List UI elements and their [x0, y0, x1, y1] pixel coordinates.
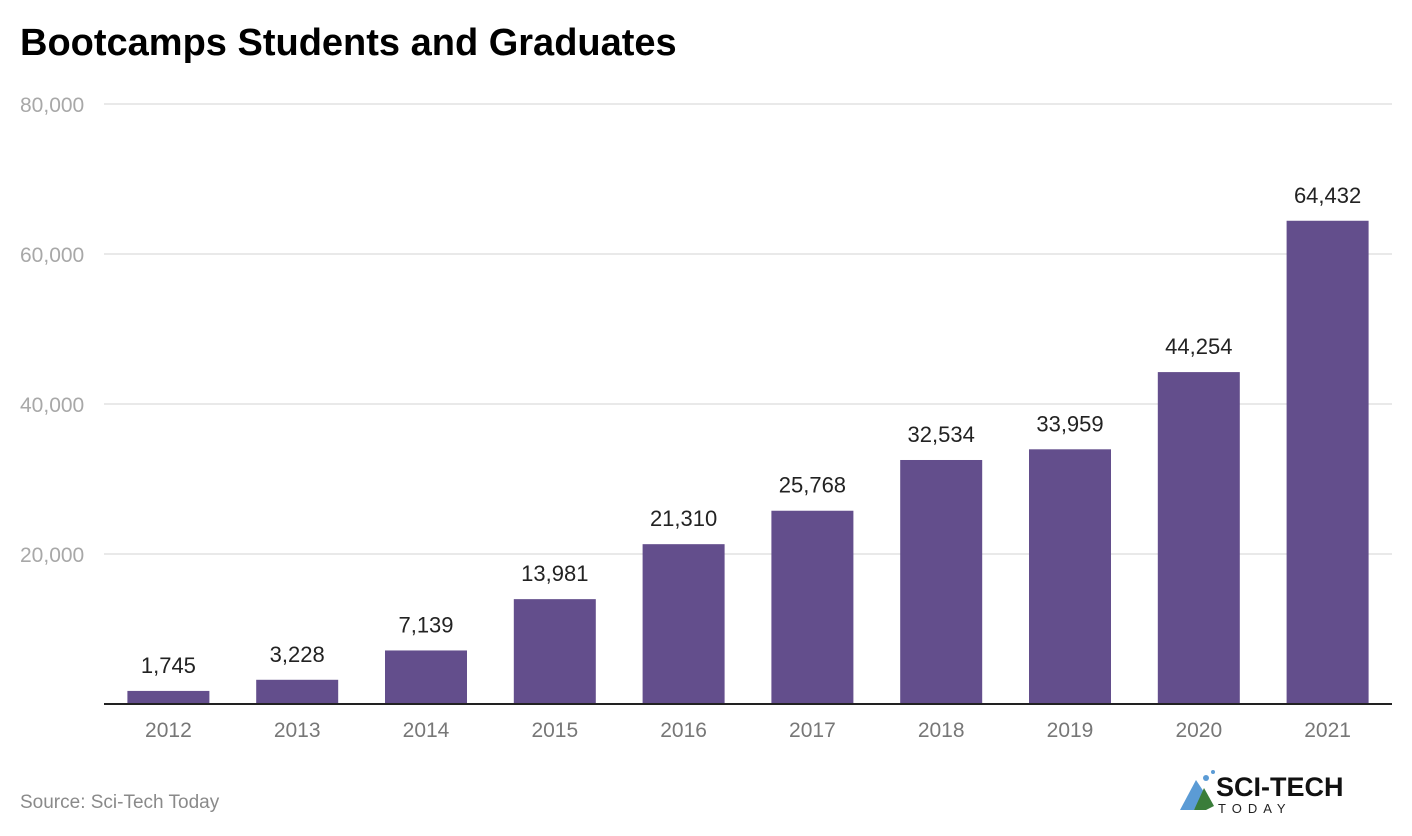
x-tick-label: 2021 [1304, 719, 1351, 742]
data-label: 13,981 [521, 561, 588, 586]
x-tick-label: 2020 [1175, 719, 1222, 742]
x-tick-label: 2012 [145, 719, 192, 742]
logo-text: SCI-TECH [1216, 772, 1344, 802]
bar [127, 690, 210, 704]
x-tick-label: 2013 [274, 719, 321, 742]
x-tick-label: 2015 [531, 719, 578, 742]
bar [1286, 220, 1369, 704]
x-tick-label: 2014 [403, 719, 450, 742]
data-label: 33,959 [1036, 411, 1103, 436]
data-label: 32,534 [908, 422, 975, 447]
y-tick-label: 60,000 [20, 244, 84, 267]
chart-title: Bootcamps Students and Graduates [20, 22, 677, 64]
y-tick-label: 80,000 [20, 94, 84, 117]
data-label: 21,310 [650, 506, 717, 531]
sci-tech-today-logo: SCI-TECH TODAY [1180, 770, 1344, 816]
bar [513, 599, 596, 704]
bar [642, 544, 725, 704]
x-tick-label: 2016 [660, 719, 707, 742]
data-label: 25,768 [779, 473, 846, 498]
y-tick-label: 40,000 [20, 394, 84, 417]
data-label: 7,139 [398, 612, 453, 637]
y-tick-label: 20,000 [20, 544, 84, 567]
x-tick-label: 2019 [1047, 719, 1094, 742]
bar [1157, 372, 1240, 704]
data-label: 44,254 [1165, 334, 1232, 359]
data-label: 3,228 [270, 642, 325, 667]
x-tick-label: 2018 [918, 719, 965, 742]
bar [385, 650, 467, 704]
bar [900, 459, 983, 704]
x-tick-label: 2017 [789, 719, 836, 742]
bar [771, 510, 854, 704]
source-note: Source: Sci-Tech Today [20, 792, 220, 813]
data-label: 1,745 [141, 653, 196, 678]
logo-subtext: TODAY [1218, 801, 1292, 816]
data-label: 64,432 [1294, 183, 1361, 208]
bar [256, 679, 339, 704]
bar [1029, 449, 1111, 704]
